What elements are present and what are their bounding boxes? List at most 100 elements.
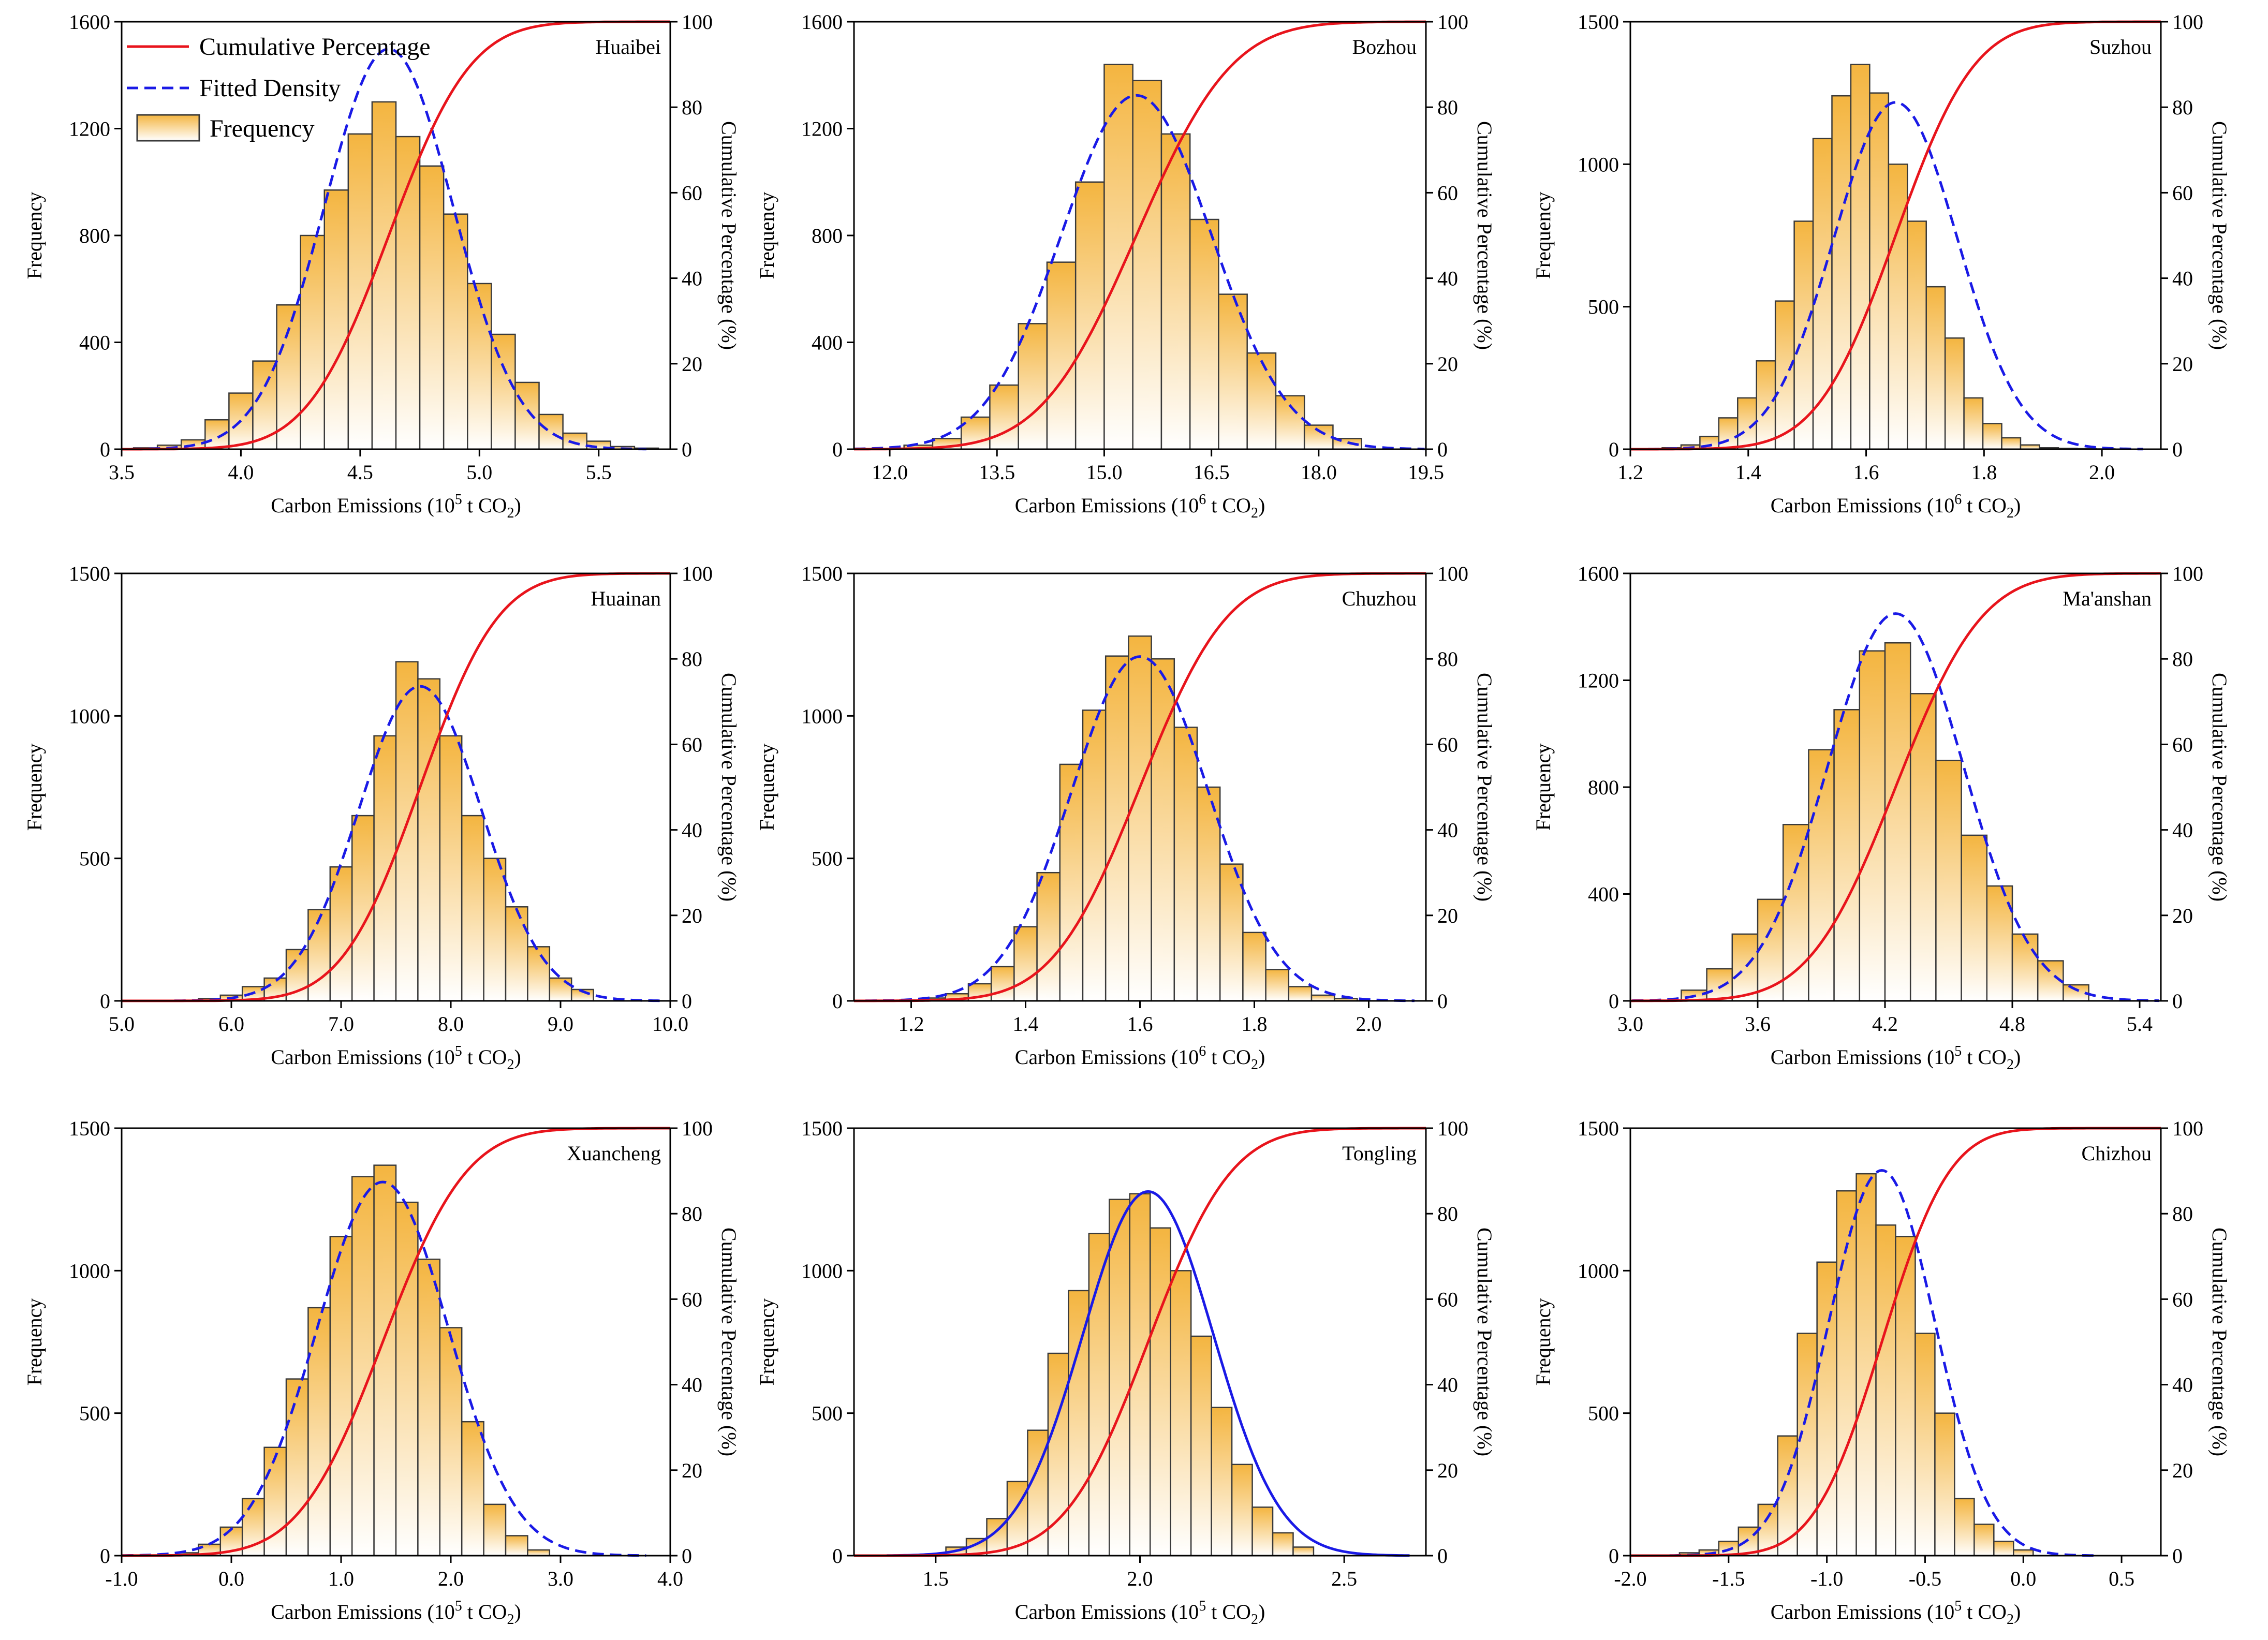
y2-tick-label: 20 (2172, 352, 2193, 376)
histogram-bar (1303, 424, 1334, 450)
histogram-bar (990, 966, 1015, 1002)
y-tick-label: 800 (812, 224, 843, 247)
y2-tick-label: 40 (682, 267, 702, 290)
x-tick-label: 2.0 (1127, 1567, 1153, 1590)
y-tick-label: 1000 (801, 1259, 843, 1282)
histogram-bar (1170, 1270, 1192, 1557)
city-label: Huainan (591, 587, 661, 610)
x-axis-title-part: t CO (1962, 1045, 2007, 1069)
histogram-bar (505, 906, 528, 1002)
y2-tick-label: 80 (1437, 96, 1458, 119)
histogram-bar (395, 1201, 419, 1557)
x-tick-label: 4.5 (347, 461, 373, 484)
x-tick-label: 1.6 (1853, 461, 1879, 484)
x-axis-title-part: 2 (2007, 1612, 2014, 1628)
x-axis-title-part: 2 (507, 1057, 514, 1073)
y2-tick-label: 20 (1437, 1459, 1458, 1482)
x-axis-title-part: 5 (1954, 1598, 1962, 1614)
x-tick-label: 4.8 (1999, 1012, 2025, 1036)
x-tick-label: 2.0 (2089, 461, 2115, 484)
y-tick-label: 1500 (69, 562, 110, 585)
x-axis-title-part: ) (514, 1045, 521, 1069)
y-tick-label: 400 (1588, 883, 1619, 906)
histogram-bar (1013, 926, 1038, 1002)
histogram-bar (1774, 300, 1795, 450)
x-tick-label: 1.2 (899, 1012, 924, 1036)
city-label: Xuancheng (567, 1142, 661, 1165)
histogram-bar (276, 304, 301, 450)
chart-panel-maanshan: 0 400 800 1200 1600 0 20 40 60 80 100 3.0 3.6 4.2 4.8 5… (1531, 562, 2231, 1073)
x-tick-label: -2.0 (1614, 1567, 1646, 1590)
y-axis-title: Frequency (1531, 744, 1555, 831)
y-tick-label: 800 (79, 224, 110, 247)
histogram-bar (1104, 655, 1129, 1002)
cumulative-percentage-curve (854, 572, 1426, 1002)
histogram-bar (1731, 933, 1759, 1002)
histogram-bar (483, 1503, 507, 1557)
fitted-density-curve (854, 94, 1425, 451)
chart-panel-bozhou: 0 400 800 1200 1600 0 20 40 60 80 100 12.0 13.5 15.0 1… (755, 10, 1496, 521)
histogram-bar (1242, 932, 1266, 1002)
legend-frequency-swatch (136, 114, 200, 142)
y-tick-label: 1600 (69, 10, 110, 34)
y2-tick-label: 40 (2172, 267, 2193, 290)
histogram-bars (132, 101, 659, 450)
y-tick-label: 500 (79, 847, 110, 870)
y2-tick-label: 60 (2172, 733, 2193, 756)
cumulative-percentage-curve (1630, 20, 2161, 451)
cumulative-percentage-curve (854, 20, 1426, 451)
y2-tick-label: 40 (1437, 819, 1458, 842)
histogram-bar (1132, 80, 1162, 450)
y2-tick-label: 0 (2172, 438, 2183, 461)
y-tick-label: 1600 (1578, 562, 1619, 585)
histogram-bar (443, 213, 468, 450)
histogram-bar (1082, 710, 1107, 1002)
x-axis-title-part: t CO (1206, 1600, 1251, 1623)
x-axis-title: Carbon Emissions (105 t CO2) (1771, 1043, 2021, 1073)
x-axis-title-part: Carbon Emissions (10 (271, 494, 455, 517)
x-tick-label: -0.5 (1909, 1567, 1941, 1590)
cumulative-percentage-curve (1630, 572, 2161, 1002)
x-tick-label: 0.5 (2109, 1567, 2134, 1590)
y2-tick-label: 100 (682, 1117, 713, 1140)
histogram-bar (1211, 1407, 1233, 1557)
y2-tick-label: 80 (2172, 647, 2193, 671)
y2-tick-label: 20 (1437, 352, 1458, 376)
x-tick-label: 15.0 (1086, 461, 1122, 484)
x-axis-title-part: 2 (2007, 505, 2014, 521)
y2-tick-label: 40 (1437, 267, 1458, 290)
x-tick-label: 6.0 (218, 1012, 244, 1036)
histogram-bar (373, 1164, 397, 1557)
histogram-bar (1833, 709, 1861, 1002)
plot-frame (121, 572, 671, 1002)
x-axis-title-part: 6 (1199, 492, 1206, 508)
x-tick-label: 5.5 (586, 461, 612, 484)
x-tick-label: 19.5 (1408, 461, 1444, 484)
histogram-bar (491, 333, 516, 450)
histogram-bar (1036, 871, 1061, 1002)
y2-axis-title: Cumulative Percentage (%) (717, 673, 741, 902)
x-tick-label: 2.5 (1331, 1567, 1357, 1590)
histogram-bar (1816, 1261, 1837, 1557)
y-tick-label: 0 (832, 438, 843, 461)
y-tick-label: 1500 (801, 1117, 843, 1140)
histogram-bar (1246, 352, 1277, 450)
x-axis-title: Carbon Emissions (105 t CO2) (1015, 1598, 1265, 1628)
y2-tick-label: 60 (1437, 733, 1458, 756)
histogram-bar (1982, 423, 2002, 450)
histogram-bar (419, 165, 445, 450)
y2-tick-label: 20 (1437, 904, 1458, 927)
x-axis-title-part: t CO (1962, 1600, 2007, 1623)
x-tick-label: 3.0 (1617, 1012, 1643, 1036)
y-tick-label: 1200 (1578, 669, 1619, 692)
histogram-bar (1173, 727, 1198, 1002)
histogram-bar (1128, 635, 1152, 1002)
y-axis-title: Frequency (755, 192, 778, 279)
y2-tick-label: 0 (1437, 989, 1448, 1013)
histogram-bar (1047, 1352, 1069, 1557)
y-tick-label: 1000 (801, 704, 843, 728)
histogram-bar (1310, 994, 1335, 1002)
fitted-density-curve (1632, 612, 2159, 1002)
chart-panel-tongling: 0 500 1000 1500 0 20 40 60 80 100 1.5 2.0 2.5 Carbon … (755, 1117, 1496, 1628)
fitted-density-curve (865, 655, 1415, 1002)
